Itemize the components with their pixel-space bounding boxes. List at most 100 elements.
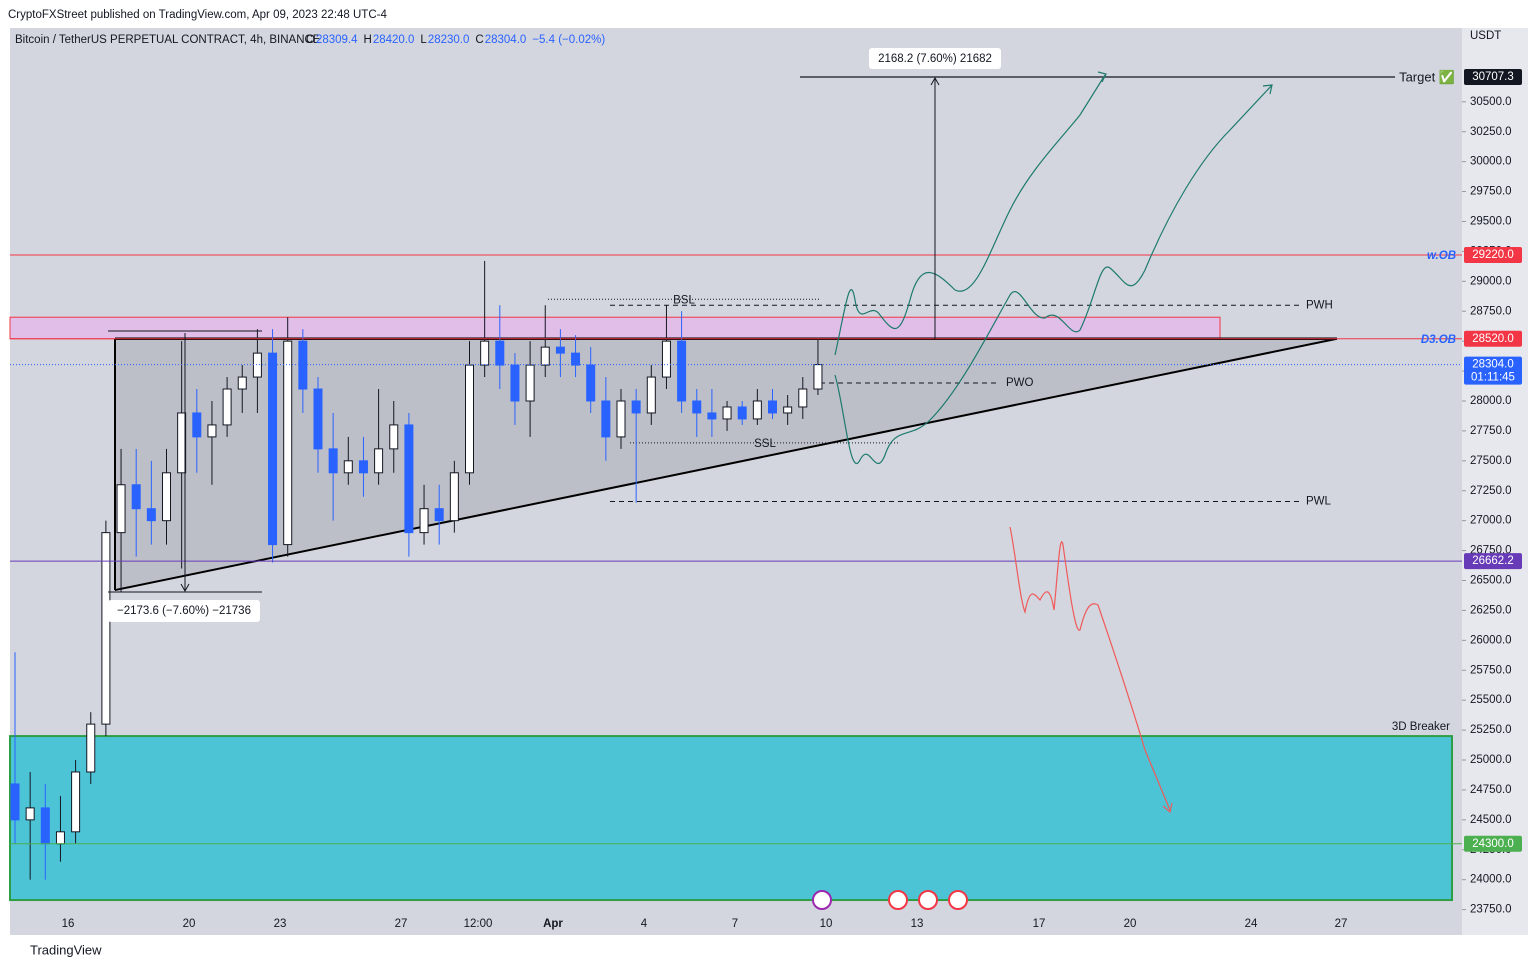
triangle-support: [114, 337, 1338, 592]
level-name: D3.OB: [1421, 334, 1456, 346]
candle-body: [313, 388, 323, 450]
dashed-level-label: PWH: [1306, 299, 1333, 311]
candle-body: [40, 807, 50, 845]
y-tick-label: 24500.0: [1470, 814, 1512, 826]
x-tick-label: 20: [183, 918, 196, 930]
countdown: 01:11:45: [1471, 372, 1515, 384]
y-tick-label: 25000.0: [1470, 754, 1512, 766]
legend-key: H: [364, 34, 372, 46]
y-tick-label: 28750.0: [1470, 305, 1512, 317]
candle-body: [419, 508, 429, 534]
price-label-bg: [1464, 356, 1522, 385]
x-tick-label: 10: [820, 918, 833, 930]
x-tick-label: 27: [395, 918, 408, 930]
event-icon[interactable]: [948, 890, 968, 910]
y-tick-label: 26000.0: [1470, 634, 1512, 646]
legend-value: 28309.4: [316, 34, 358, 46]
candle-body: [283, 340, 293, 546]
y-tick-label: 27750.0: [1470, 425, 1512, 437]
x-tick-label: 17: [1033, 918, 1046, 930]
candle-body: [737, 406, 747, 420]
price-label-bg: [1464, 553, 1522, 570]
price-label: 30707.3: [1472, 71, 1514, 83]
event-icon[interactable]: [918, 890, 938, 910]
y-tick-label: 30250.0: [1470, 126, 1512, 138]
price-label: 28520.0: [1472, 333, 1514, 345]
x-tick-label: 7: [732, 918, 738, 930]
candle-body: [555, 346, 565, 354]
y-tick-label: 28000.0: [1470, 395, 1512, 407]
candle-body: [571, 352, 581, 366]
candle-body: [525, 364, 535, 402]
y-tick-label: 29750.0: [1470, 186, 1512, 198]
footer-logo: TradingView: [30, 942, 102, 957]
candle-body: [55, 831, 65, 845]
level-name: w.OB: [1427, 250, 1456, 262]
price-axis: [1462, 28, 1528, 935]
legend-key: O: [306, 34, 315, 46]
event-icon[interactable]: [812, 890, 832, 910]
y-tick-label: 24000.0: [1470, 874, 1512, 886]
candle-body: [86, 723, 96, 773]
y-tick-label: 25500.0: [1470, 694, 1512, 706]
candle-body: [540, 346, 550, 366]
zone-label: 3D Breaker: [1392, 721, 1450, 733]
zone: [9, 316, 1221, 340]
measure-box: [108, 600, 260, 622]
candle-body: [207, 424, 217, 438]
projection-bear: [1009, 526, 1171, 811]
candle-body: [116, 484, 126, 534]
y-tick-label: 30000.0: [1470, 156, 1512, 168]
currency: USDT: [1470, 30, 1501, 42]
x-tick-label: Apr: [543, 918, 563, 930]
candle-body: [813, 364, 823, 390]
y-tick-label: 25250.0: [1470, 724, 1512, 736]
candle-body: [661, 340, 671, 378]
y-tick-label: 26250.0: [1470, 604, 1512, 616]
y-tick-label: 26500.0: [1470, 575, 1512, 587]
candle-body: [798, 388, 808, 408]
candle-body: [480, 340, 490, 366]
candle-body: [783, 406, 793, 414]
x-tick-label: 16: [62, 918, 75, 930]
candle-body: [616, 400, 626, 438]
arrow-head: [1162, 802, 1173, 814]
candle-body: [328, 448, 338, 474]
zone: [9, 735, 1453, 902]
candle-body: [252, 352, 262, 378]
x-tick-label: 12:00: [464, 918, 493, 930]
y-tick-label: 27500.0: [1470, 455, 1512, 467]
measure-box: [869, 48, 1001, 69]
dashed-level-label: PWL: [1306, 496, 1332, 508]
x-tick-label: 4: [641, 918, 648, 930]
y-tick-label: 27250.0: [1470, 485, 1512, 497]
candle-body: [268, 352, 278, 546]
y-tick-label: 27000.0: [1470, 515, 1512, 527]
price-label: 24300.0: [1472, 838, 1514, 850]
legend-key: C: [475, 34, 483, 46]
price-label-bg: [1464, 835, 1522, 852]
measure-label: 2168.2 (7.60%) 21682: [878, 53, 992, 65]
candle-body: [25, 807, 35, 821]
price-label-bg: [1464, 330, 1522, 347]
measure-label: −2173.6 (−7.60%) −21736: [117, 605, 251, 617]
candle-body: [131, 484, 141, 510]
candle-body: [71, 771, 81, 833]
candle-body: [434, 508, 444, 522]
arrow-head: [1097, 71, 1107, 83]
arrow-head: [180, 583, 190, 593]
candle-body: [343, 460, 353, 474]
y-tick-label: 25750.0: [1470, 664, 1512, 676]
candle-body: [646, 376, 656, 414]
price-label-bg: [1464, 246, 1522, 263]
candle-body: [465, 364, 474, 474]
candle-body: [10, 783, 20, 821]
price-label: 29220.0: [1472, 249, 1514, 261]
y-tick-label: 29500.0: [1470, 216, 1512, 228]
candle-body: [631, 400, 641, 414]
candle-body: [586, 364, 596, 402]
layer: 3D Breaker23750.024000.024250.024500.024…: [9, 68, 1522, 930]
event-icon[interactable]: [888, 890, 908, 910]
